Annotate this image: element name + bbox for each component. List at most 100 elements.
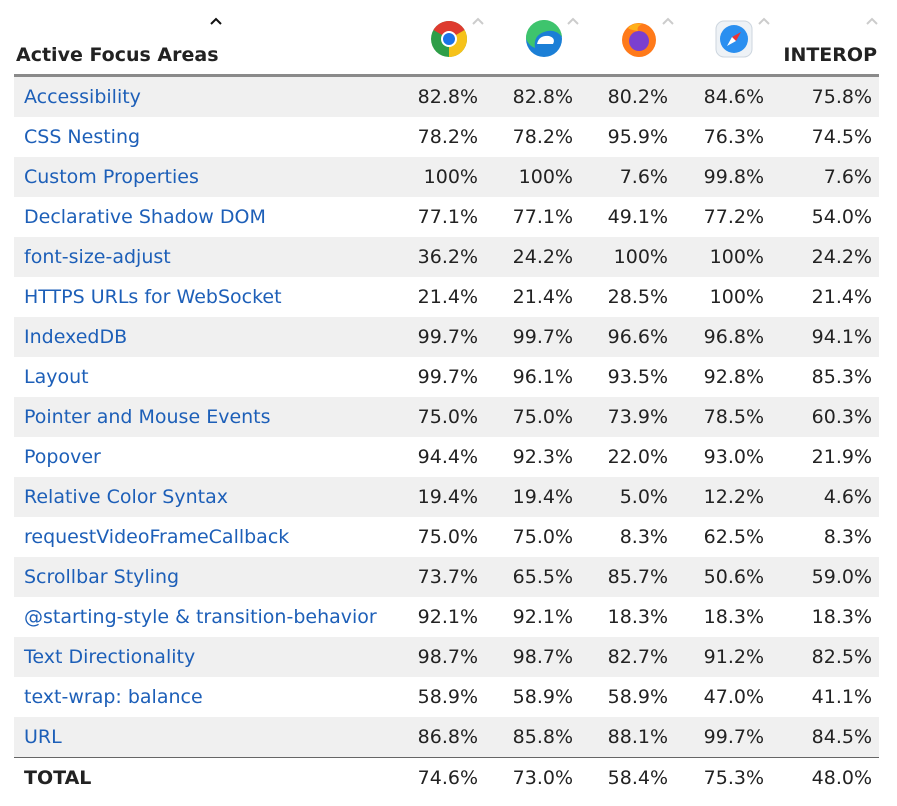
score-cell: 86.8%: [417, 726, 478, 748]
score-cell: 54.0%: [811, 206, 872, 228]
table-row: requestVideoFrameCallback 75.0% 75.0% 8.3% 6…: [14, 517, 879, 557]
score-cell: 82.8%: [417, 86, 478, 108]
sort-caret: [210, 17, 222, 25]
score-cell: 75.0%: [512, 406, 573, 428]
score-cell: 92.8%: [703, 366, 764, 388]
score-cell: 73.9%: [607, 406, 668, 428]
score-cell: 21.4%: [811, 286, 872, 308]
score-cell: 88.1%: [607, 726, 668, 748]
score-cell: 82.5%: [811, 646, 872, 668]
score-cell: 41.1%: [811, 686, 872, 708]
focus-area-link[interactable]: Popover: [24, 446, 101, 468]
score-cell: 77.1%: [512, 206, 573, 228]
score-cell: 18.3%: [811, 606, 872, 628]
score-cell: 18.3%: [607, 606, 668, 628]
score-cell: 96.1%: [512, 366, 573, 388]
focus-area-link[interactable]: font-size-adjust: [24, 246, 171, 268]
score-cell: 75.8%: [811, 86, 872, 108]
score-cell: 74.5%: [811, 126, 872, 148]
score-cell: 58.9%: [512, 686, 573, 708]
focus-area-link[interactable]: requestVideoFrameCallback: [24, 526, 290, 548]
focus-area-link[interactable]: text-wrap: balance: [24, 686, 203, 708]
sort-caret: [472, 17, 484, 25]
score-cell: 18.3%: [703, 606, 764, 628]
table-row: @starting-style & transition-behavior 92.…: [14, 597, 879, 637]
score-cell: 100%: [613, 246, 668, 268]
edge-header[interactable]: [485, 2, 580, 77]
score-cell: 85.3%: [811, 366, 872, 388]
score-cell: 24.2%: [512, 246, 573, 268]
chrome-header[interactable]: [390, 2, 485, 77]
score-cell: 77.2%: [703, 206, 764, 228]
focus-area-link[interactable]: IndexedDB: [24, 326, 128, 348]
total-cell: 73.0%: [485, 757, 580, 797]
score-cell: 78.2%: [512, 126, 573, 148]
focus-area-link[interactable]: @starting-style & transition-behavior: [24, 606, 377, 628]
score-cell: 36.2%: [417, 246, 478, 268]
firefox-header[interactable]: [580, 2, 675, 77]
safari-icon: [715, 20, 753, 58]
focus-area-link[interactable]: Declarative Shadow DOM: [24, 206, 266, 228]
focus-area-link[interactable]: Relative Color Syntax: [24, 486, 228, 508]
interop-label: INTEROP: [783, 44, 877, 66]
score-cell: 99.7%: [417, 366, 478, 388]
score-cell: 91.2%: [703, 646, 764, 668]
focus-area-link[interactable]: Text Directionality: [24, 646, 196, 668]
score-cell: 85.8%: [512, 726, 573, 748]
score-cell: 75.0%: [512, 526, 573, 548]
score-cell: 47.0%: [703, 686, 764, 708]
score-cell: 8.3%: [619, 526, 668, 548]
score-cell: 78.5%: [703, 406, 764, 428]
score-cell: 50.6%: [703, 566, 764, 588]
interop-header[interactable]: INTEROP: [771, 2, 879, 77]
score-cell: 96.6%: [607, 326, 668, 348]
score-cell: 19.4%: [512, 486, 573, 508]
focus-area-link[interactable]: URL: [24, 726, 62, 748]
score-cell: 84.6%: [703, 86, 764, 108]
score-cell: 94.1%: [811, 326, 872, 348]
table-row: Popover 94.4% 92.3% 22.0% 93.0% 21.9%: [14, 437, 879, 477]
focus-area-link[interactable]: Custom Properties: [24, 166, 199, 188]
score-cell: 98.7%: [417, 646, 478, 668]
header-row: Active Focus Areas INTEROP: [14, 2, 879, 77]
safari-header[interactable]: [675, 2, 771, 77]
sort-caret: [866, 17, 878, 25]
table-row: IndexedDB 99.7% 99.7% 96.6% 96.8% 94.1%: [14, 317, 879, 357]
table-row: Relative Color Syntax 19.4% 19.4% 5.0% 12.2%…: [14, 477, 879, 517]
focus-area-link[interactable]: Layout: [24, 366, 89, 388]
score-cell: 75.0%: [417, 406, 478, 428]
focus-area-link[interactable]: HTTPS URLs for WebSocket: [24, 286, 282, 308]
score-cell: 92.3%: [512, 446, 573, 468]
table-row: URL 86.8% 85.8% 88.1% 99.7% 84.5%: [14, 717, 879, 758]
table-row: HTTPS URLs for WebSocket 21.4% 21.4% 28.5% 1…: [14, 277, 879, 317]
score-cell: 100%: [423, 166, 478, 188]
total-cell: 75.3%: [675, 757, 771, 797]
score-cell: 98.7%: [512, 646, 573, 668]
total-row: TOTAL 74.6% 73.0% 58.4% 75.3% 48.0%: [14, 757, 879, 797]
title: Active Focus Areas: [16, 44, 219, 66]
score-cell: 28.5%: [607, 286, 668, 308]
focus-area-link[interactable]: Accessibility: [24, 86, 141, 108]
table-row: CSS Nesting 78.2% 78.2% 95.9% 76.3% 74.5%: [14, 117, 879, 157]
table-row: Custom Properties 100% 100% 7.6% 99.8% 7.6%: [14, 157, 879, 197]
focus-area-link[interactable]: Pointer and Mouse Events: [24, 406, 271, 428]
score-cell: 82.8%: [512, 86, 573, 108]
title-header[interactable]: Active Focus Areas: [14, 2, 390, 77]
score-cell: 60.3%: [811, 406, 872, 428]
score-cell: 99.7%: [512, 326, 573, 348]
score-cell: 99.7%: [417, 326, 478, 348]
focus-area-link[interactable]: Scrollbar Styling: [24, 566, 180, 588]
focus-table: Active Focus Areas INTEROP Accessibility…: [14, 2, 879, 797]
score-cell: 73.7%: [417, 566, 478, 588]
score-cell: 93.0%: [703, 446, 764, 468]
score-cell: 21.4%: [417, 286, 478, 308]
table-row: Text Directionality 98.7% 98.7% 82.7% 91.2% 8…: [14, 637, 879, 677]
score-cell: 59.0%: [811, 566, 872, 588]
focus-area-link[interactable]: CSS Nesting: [24, 126, 141, 148]
total-cell: 74.6%: [390, 757, 485, 797]
score-cell: 85.7%: [607, 566, 668, 588]
total-cell: 48.0%: [771, 757, 879, 797]
score-cell: 96.8%: [703, 326, 764, 348]
score-cell: 12.2%: [703, 486, 764, 508]
